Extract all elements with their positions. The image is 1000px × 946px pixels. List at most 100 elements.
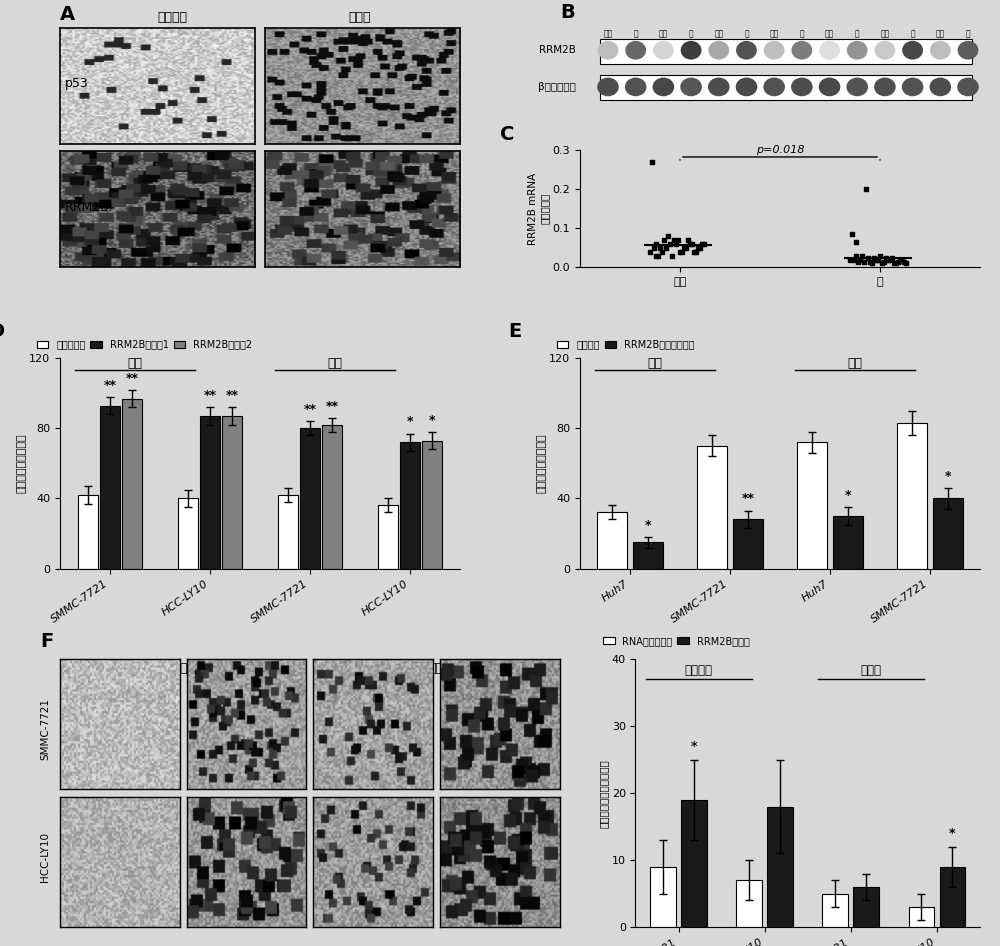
Point bbox=[864, 256, 880, 272]
Point bbox=[894, 252, 910, 267]
Text: 癌: 癌 bbox=[689, 29, 693, 38]
Text: **: ** bbox=[204, 389, 216, 402]
Text: B: B bbox=[560, 3, 575, 22]
Text: 癌旁: 癌旁 bbox=[714, 29, 723, 38]
Point bbox=[848, 235, 864, 250]
Point bbox=[852, 252, 868, 267]
Point bbox=[872, 248, 888, 263]
Bar bbox=[300, 429, 320, 569]
Ellipse shape bbox=[902, 78, 923, 96]
Text: *: * bbox=[645, 518, 651, 532]
Point bbox=[848, 248, 864, 263]
FancyBboxPatch shape bbox=[600, 39, 972, 63]
Bar bbox=[822, 894, 848, 927]
Text: 癌旁: 癌旁 bbox=[880, 29, 890, 38]
Text: E: E bbox=[508, 323, 521, 342]
Text: 癌组织: 癌组织 bbox=[349, 10, 371, 24]
Text: RRM2B干扰组: RRM2B干扰组 bbox=[225, 678, 280, 688]
Text: 肝内转移: 肝内转移 bbox=[180, 662, 210, 675]
Text: SMMC-7721: SMMC-7721 bbox=[40, 698, 50, 760]
Point bbox=[878, 250, 894, 265]
Point bbox=[676, 240, 692, 255]
Text: 癌: 癌 bbox=[966, 29, 970, 38]
Ellipse shape bbox=[625, 41, 646, 60]
Text: 肺转移: 肺转移 bbox=[428, 662, 451, 675]
Point bbox=[696, 236, 712, 252]
Bar bbox=[650, 867, 676, 927]
Text: β－肌动蛋白: β－肌动蛋白 bbox=[538, 82, 576, 92]
Bar bbox=[633, 542, 663, 569]
Point bbox=[884, 250, 900, 265]
Ellipse shape bbox=[957, 78, 979, 96]
Point bbox=[652, 240, 668, 255]
Ellipse shape bbox=[958, 41, 978, 60]
Point bbox=[682, 236, 698, 252]
Text: 癌: 癌 bbox=[800, 29, 804, 38]
Text: **: ** bbox=[104, 378, 116, 392]
Point bbox=[892, 252, 908, 267]
Text: RRM2B: RRM2B bbox=[539, 45, 576, 55]
Y-axis label: RRM2B mRNA
的表达水平: RRM2B mRNA 的表达水平 bbox=[528, 173, 550, 245]
Point bbox=[688, 244, 704, 259]
Bar bbox=[897, 423, 927, 569]
Point bbox=[664, 248, 680, 263]
Ellipse shape bbox=[902, 41, 923, 60]
Bar bbox=[736, 880, 762, 927]
Text: 肺转移: 肺转移 bbox=[860, 664, 881, 677]
Ellipse shape bbox=[847, 41, 868, 60]
Ellipse shape bbox=[791, 78, 813, 96]
Text: **: ** bbox=[304, 403, 316, 416]
Bar bbox=[681, 800, 707, 927]
Ellipse shape bbox=[681, 41, 701, 60]
Text: 癌: 癌 bbox=[633, 29, 638, 38]
Point bbox=[874, 256, 890, 272]
Point bbox=[654, 244, 670, 259]
Point bbox=[694, 236, 710, 252]
Ellipse shape bbox=[598, 41, 618, 60]
Point bbox=[678, 240, 694, 255]
Point bbox=[862, 254, 878, 269]
Text: **: ** bbox=[326, 399, 338, 412]
Legend: 阴性对照组, RRM2B干扰组1, RRM2B干扰组2: 阴性对照组, RRM2B干扰组1, RRM2B干扰组2 bbox=[33, 336, 256, 354]
Bar bbox=[178, 499, 198, 569]
Text: 癌旁: 癌旁 bbox=[770, 29, 779, 38]
Point bbox=[648, 236, 664, 252]
Bar bbox=[797, 443, 827, 569]
Bar bbox=[767, 807, 793, 927]
Point bbox=[842, 252, 858, 267]
Point bbox=[684, 236, 700, 252]
Text: 癌旁: 癌旁 bbox=[825, 29, 834, 38]
Text: p53: p53 bbox=[65, 77, 89, 90]
Bar bbox=[400, 443, 420, 569]
Point bbox=[644, 154, 660, 169]
Bar bbox=[697, 446, 727, 569]
Point bbox=[648, 248, 664, 263]
Text: 癌旁: 癌旁 bbox=[603, 29, 613, 38]
Y-axis label: 每个视野中的细胞数: 每个视野中的细胞数 bbox=[16, 433, 26, 493]
Bar bbox=[597, 513, 627, 569]
Bar bbox=[909, 907, 934, 927]
Text: 癌: 癌 bbox=[744, 29, 749, 38]
Text: *: * bbox=[691, 740, 697, 753]
Text: p=0.018: p=0.018 bbox=[756, 145, 804, 154]
Point bbox=[882, 252, 898, 267]
Point bbox=[898, 256, 914, 272]
Bar bbox=[200, 416, 220, 569]
Point bbox=[662, 236, 678, 252]
Ellipse shape bbox=[625, 78, 646, 96]
Point bbox=[668, 236, 684, 252]
Point bbox=[850, 254, 866, 269]
Text: A: A bbox=[60, 5, 75, 24]
Point bbox=[692, 240, 708, 255]
Ellipse shape bbox=[736, 78, 757, 96]
Point bbox=[666, 233, 682, 248]
Text: F: F bbox=[40, 632, 53, 652]
Point bbox=[888, 256, 904, 272]
Ellipse shape bbox=[764, 41, 785, 60]
Text: 癌: 癌 bbox=[910, 29, 915, 38]
Text: **: ** bbox=[226, 389, 239, 402]
Text: 癌旁: 癌旁 bbox=[936, 29, 945, 38]
Point bbox=[890, 254, 906, 269]
Ellipse shape bbox=[653, 78, 674, 96]
Text: 癌旁组织: 癌旁组织 bbox=[157, 10, 187, 24]
